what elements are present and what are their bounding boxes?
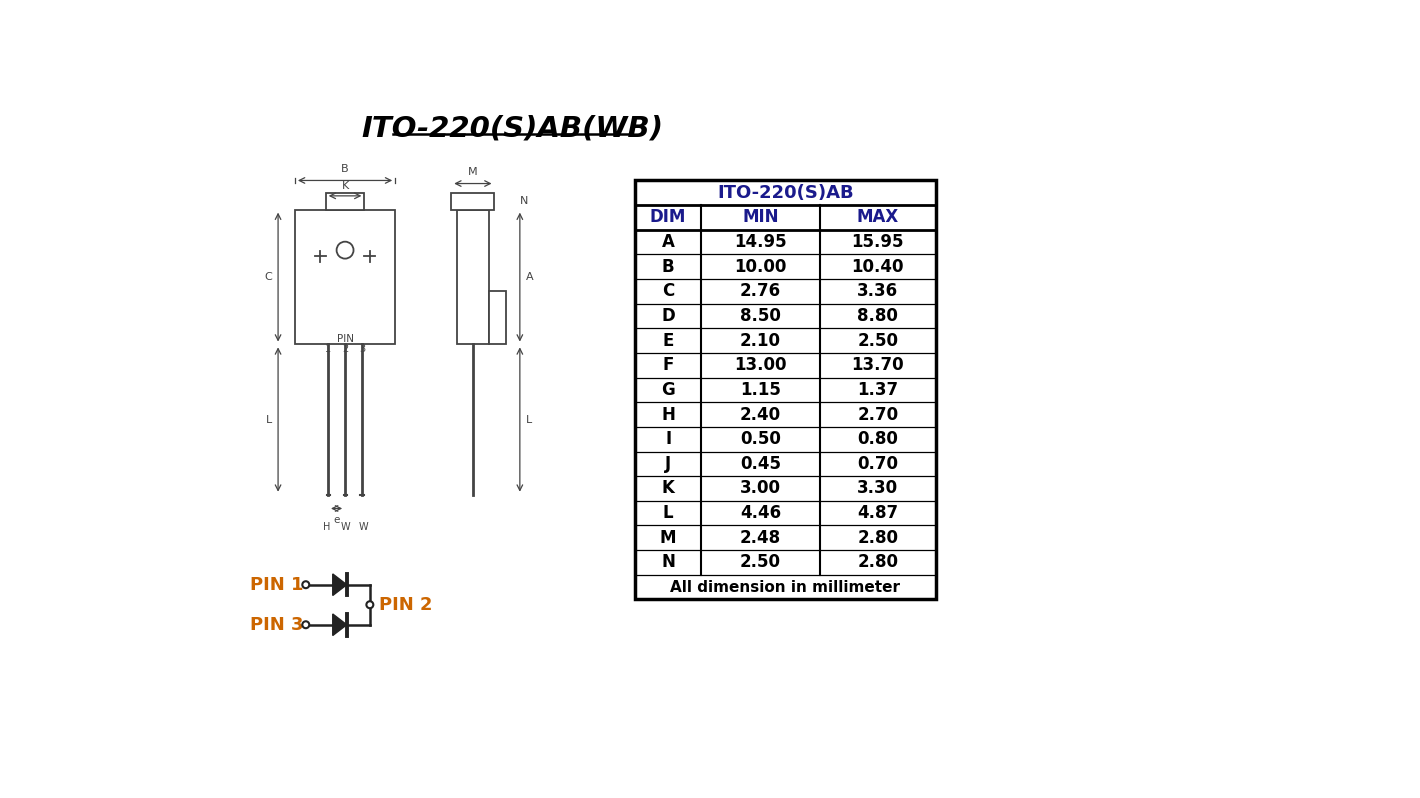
Text: F: F: [662, 356, 673, 374]
Text: 3: 3: [359, 344, 365, 354]
Text: M: M: [660, 529, 676, 547]
Text: MIN: MIN: [743, 208, 778, 227]
Text: 8.80: 8.80: [858, 307, 899, 325]
Bar: [325, 193, 365, 210]
Text: 3.00: 3.00: [740, 480, 781, 497]
Text: MAX: MAX: [856, 208, 899, 227]
Text: W: W: [359, 522, 368, 531]
Bar: [295, 210, 395, 345]
Text: E: E: [662, 332, 673, 350]
Polygon shape: [332, 614, 346, 635]
Text: B: B: [662, 258, 674, 275]
Text: 1.37: 1.37: [858, 381, 899, 399]
Text: N: N: [520, 196, 528, 206]
Text: ITO-220(S)AB(WB): ITO-220(S)AB(WB): [361, 114, 663, 142]
Text: 15.95: 15.95: [852, 233, 905, 251]
Text: H: H: [662, 405, 674, 424]
Circle shape: [302, 581, 310, 588]
Text: 0.70: 0.70: [858, 455, 899, 473]
Text: PIN 1: PIN 1: [250, 575, 304, 594]
Circle shape: [337, 242, 354, 259]
Text: H: H: [322, 522, 331, 531]
Text: L: L: [663, 504, 673, 522]
Bar: [635, 180, 936, 599]
Text: 3.36: 3.36: [858, 282, 899, 300]
Text: 4.87: 4.87: [858, 504, 899, 522]
Text: 2.40: 2.40: [740, 405, 781, 424]
Text: C: C: [264, 272, 271, 282]
Text: 0.80: 0.80: [858, 430, 899, 448]
Text: 4.46: 4.46: [740, 504, 781, 522]
Text: 3.30: 3.30: [858, 480, 899, 497]
Text: 2.10: 2.10: [740, 332, 781, 350]
Text: B: B: [341, 164, 349, 174]
Text: PIN 2: PIN 2: [379, 596, 433, 614]
Text: 2.76: 2.76: [740, 282, 781, 300]
Text: 14.95: 14.95: [734, 233, 787, 251]
Text: 2.48: 2.48: [740, 529, 781, 547]
Text: ITO-220(S)AB: ITO-220(S)AB: [717, 184, 853, 202]
Bar: [488, 290, 506, 345]
Text: 10.40: 10.40: [852, 258, 905, 275]
Text: PIN: PIN: [337, 334, 354, 344]
Text: 10.00: 10.00: [734, 258, 787, 275]
Text: 2.50: 2.50: [858, 332, 899, 350]
Bar: [457, 210, 488, 345]
Text: N: N: [662, 553, 674, 571]
Text: K: K: [341, 181, 349, 192]
Text: 13.00: 13.00: [734, 356, 787, 374]
Text: 2: 2: [342, 344, 348, 354]
Text: L: L: [266, 414, 271, 425]
Text: A: A: [662, 233, 674, 251]
Circle shape: [366, 601, 373, 608]
Circle shape: [302, 622, 310, 628]
Text: e: e: [334, 515, 339, 524]
Text: 2.70: 2.70: [858, 405, 899, 424]
Text: 2.50: 2.50: [740, 553, 781, 571]
Text: M: M: [469, 168, 477, 177]
Bar: [452, 193, 494, 210]
Text: All dimension in millimeter: All dimension in millimeter: [670, 579, 900, 595]
Text: I: I: [665, 430, 672, 448]
Text: J: J: [665, 455, 672, 473]
Text: K: K: [662, 480, 674, 497]
Text: PIN 3: PIN 3: [250, 616, 304, 634]
Text: 13.70: 13.70: [852, 356, 905, 374]
Text: 1.15: 1.15: [740, 381, 781, 399]
Text: 1: 1: [325, 344, 331, 354]
Text: A: A: [525, 272, 534, 282]
Text: 8.50: 8.50: [740, 307, 781, 325]
Text: 2.80: 2.80: [858, 529, 899, 547]
Text: G: G: [662, 381, 674, 399]
Text: D: D: [662, 307, 674, 325]
Text: 0.50: 0.50: [740, 430, 781, 448]
Text: C: C: [662, 282, 674, 300]
Text: W: W: [341, 522, 349, 531]
Polygon shape: [332, 574, 346, 595]
Text: 0.45: 0.45: [740, 455, 781, 473]
Text: DIM: DIM: [650, 208, 686, 227]
Text: L: L: [525, 414, 532, 425]
Text: 2.80: 2.80: [858, 553, 899, 571]
